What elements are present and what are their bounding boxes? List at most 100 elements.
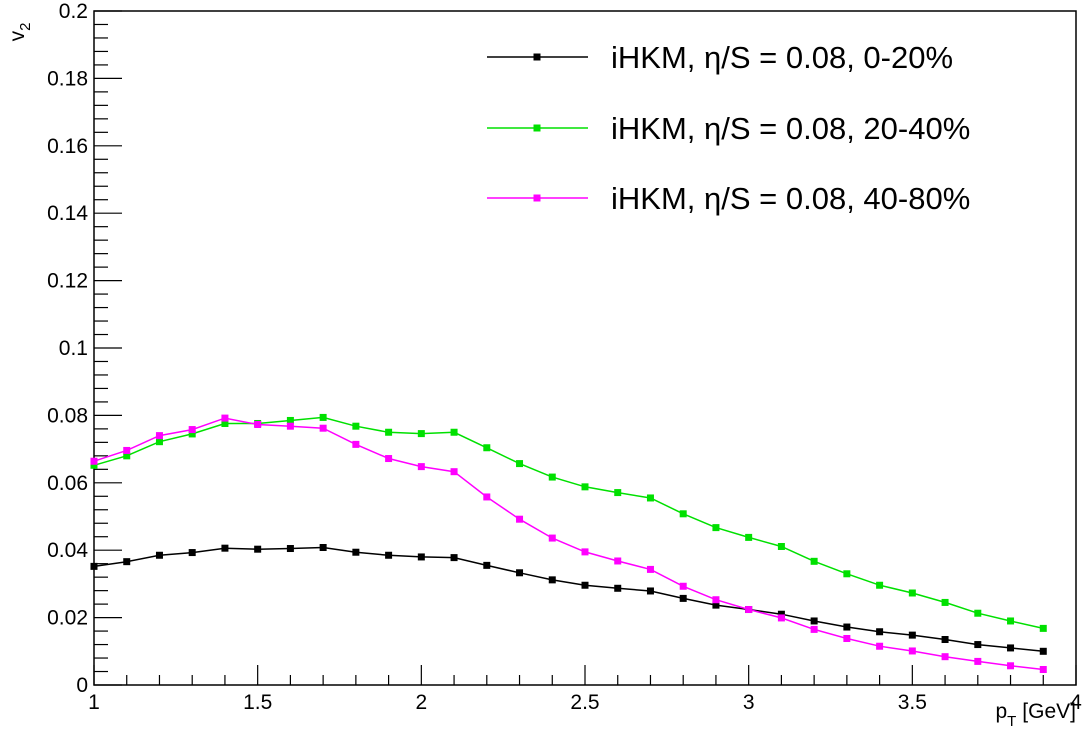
data-point [646, 565, 654, 573]
data-point [679, 510, 687, 518]
data-point [319, 413, 327, 421]
y-tick-label: 0.14 [47, 202, 88, 225]
data-point [941, 636, 949, 644]
series-0 [90, 544, 1047, 655]
data-point [548, 473, 556, 481]
x-tick-label: 2.5 [570, 691, 599, 714]
x-tick-label: 4 [1070, 691, 1082, 714]
data-point [646, 494, 654, 502]
legend-label: iHKM, η/S = 0.08, 20-40% [611, 111, 970, 146]
y-tick-label: 0 [76, 674, 88, 697]
data-point [876, 642, 884, 650]
data-point [1039, 665, 1047, 673]
data-point [90, 562, 98, 570]
data-point [843, 623, 851, 631]
series-layer [90, 413, 1047, 673]
data-point [188, 549, 196, 557]
data-point [712, 601, 720, 609]
data-point [417, 553, 425, 561]
series-line [93, 416, 1044, 630]
data-point [745, 606, 753, 614]
data-point [581, 548, 589, 556]
data-point [581, 581, 589, 589]
data-point [385, 551, 393, 559]
y-axis-title: v2 [6, 23, 34, 42]
data-point [548, 576, 556, 584]
data-point [974, 641, 982, 649]
x-axis-title-sub: T [1007, 713, 1016, 730]
data-point [810, 617, 818, 625]
legend-marker [533, 124, 541, 132]
data-point [908, 589, 916, 597]
data-point [352, 422, 360, 430]
data-point [1039, 647, 1047, 655]
data-point [483, 561, 491, 569]
data-point [712, 596, 720, 604]
data-point [123, 558, 131, 566]
series-line [93, 417, 1044, 671]
data-point [777, 610, 785, 618]
data-point [417, 463, 425, 471]
data-point [417, 430, 425, 438]
x-axis-title-unit: [GeV] [1022, 700, 1076, 723]
data-point [254, 420, 262, 428]
x-axis-title-main: p [995, 700, 1007, 723]
data-point [319, 544, 327, 552]
data-point [843, 634, 851, 642]
data-point [843, 570, 851, 578]
data-point [450, 428, 458, 436]
data-point [679, 582, 687, 590]
x-tick-label: 1.5 [243, 691, 272, 714]
data-point [286, 422, 294, 430]
y-tick-labels: 0 0.02 0.04 0.06 0.08 0.1 0.12 0.14 0.16 0.18 0.2 [47, 0, 88, 697]
y-tick-label: 0.08 [47, 404, 88, 427]
data-point [876, 628, 884, 636]
data-point [352, 440, 360, 448]
data-point [941, 598, 949, 606]
data-point [450, 468, 458, 476]
legend: iHKM, η/S = 0.08, 0-20% iHKM, η/S = 0.08,… [487, 40, 970, 216]
data-point [155, 432, 163, 440]
legend-marker [533, 53, 541, 61]
legend-item: iHKM, η/S = 0.08, 40-80% [487, 181, 970, 216]
data-point [1007, 644, 1015, 652]
series-2 [90, 414, 1047, 673]
y-tick-label: 0.2 [59, 0, 88, 23]
y-tick-label: 0.06 [47, 472, 88, 495]
data-point [352, 548, 360, 556]
data-point [483, 444, 491, 452]
data-point [90, 457, 98, 465]
data-point [90, 461, 98, 469]
data-point [646, 587, 654, 595]
data-point [614, 557, 622, 565]
x-tick-label: 1 [88, 691, 100, 714]
data-point [516, 515, 524, 523]
data-point [1007, 662, 1015, 670]
data-point [286, 545, 294, 553]
data-point [810, 557, 818, 565]
legend-label: iHKM, η/S = 0.08, 0-20% [611, 40, 953, 75]
data-point [777, 614, 785, 622]
legend-item: iHKM, η/S = 0.08, 0-20% [487, 40, 953, 75]
y-tick-label: 0.1 [59, 337, 88, 360]
data-point [974, 609, 982, 617]
data-point [450, 554, 458, 562]
data-point [908, 631, 916, 639]
data-point [516, 569, 524, 577]
data-point [679, 594, 687, 602]
data-point [548, 534, 556, 542]
data-point [941, 653, 949, 661]
data-point [221, 414, 229, 422]
y-tick-label: 0.12 [47, 270, 88, 293]
data-point [712, 524, 720, 532]
data-point [614, 489, 622, 497]
data-point [254, 545, 262, 553]
data-point [614, 584, 622, 592]
x-tick-label: 3 [743, 691, 755, 714]
y-tick-label: 0.04 [47, 539, 88, 562]
series-1 [90, 413, 1047, 632]
data-point [1039, 624, 1047, 632]
data-point [286, 416, 294, 424]
data-point [155, 551, 163, 559]
data-point [221, 419, 229, 427]
